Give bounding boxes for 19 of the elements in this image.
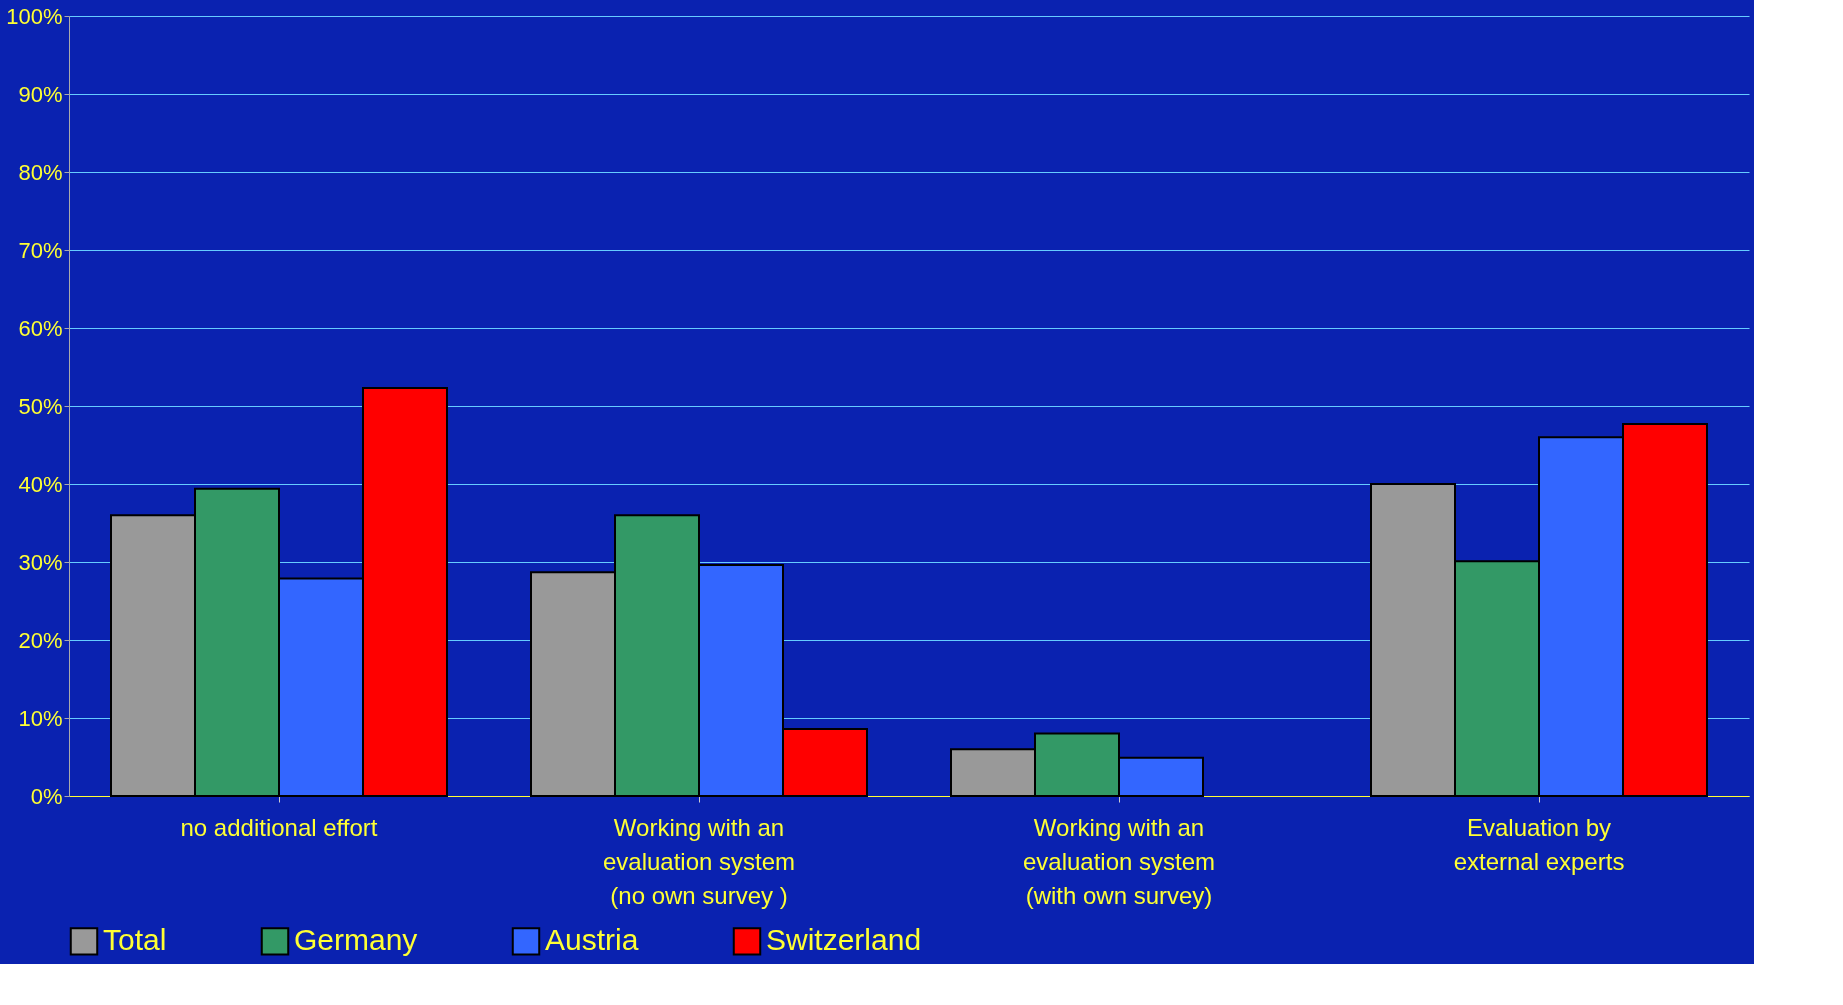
y-tick-label: 80% (18, 159, 63, 185)
x-tick-label: Evaluation by external experts (1453, 813, 1625, 875)
y-tick-label: 60% (18, 315, 63, 341)
legend-label: Total (103, 923, 167, 957)
y-tick-label: 100% (6, 3, 63, 29)
legend-label: Germany (294, 923, 418, 957)
legend-label: Switzerland (766, 923, 922, 957)
y-tick-label: 40% (18, 471, 63, 497)
y-tick-label: 20% (18, 627, 63, 653)
x-tick-label: no additional effort (180, 813, 378, 841)
y-tick-label: 90% (18, 81, 63, 107)
x-tick-label: Working with an evaluation system (no own survey ) (602, 813, 796, 909)
y-tick-label: 0% (30, 783, 63, 809)
y-tick-label: 30% (18, 549, 63, 575)
y-tick-label: 10% (18, 705, 63, 731)
y-tick-label: 50% (18, 393, 63, 419)
y-tick-label: 70% (18, 237, 63, 263)
x-tick-label: Working with an evaluation system (with own survey) (1022, 813, 1216, 909)
legend-label: Austria (545, 923, 639, 957)
